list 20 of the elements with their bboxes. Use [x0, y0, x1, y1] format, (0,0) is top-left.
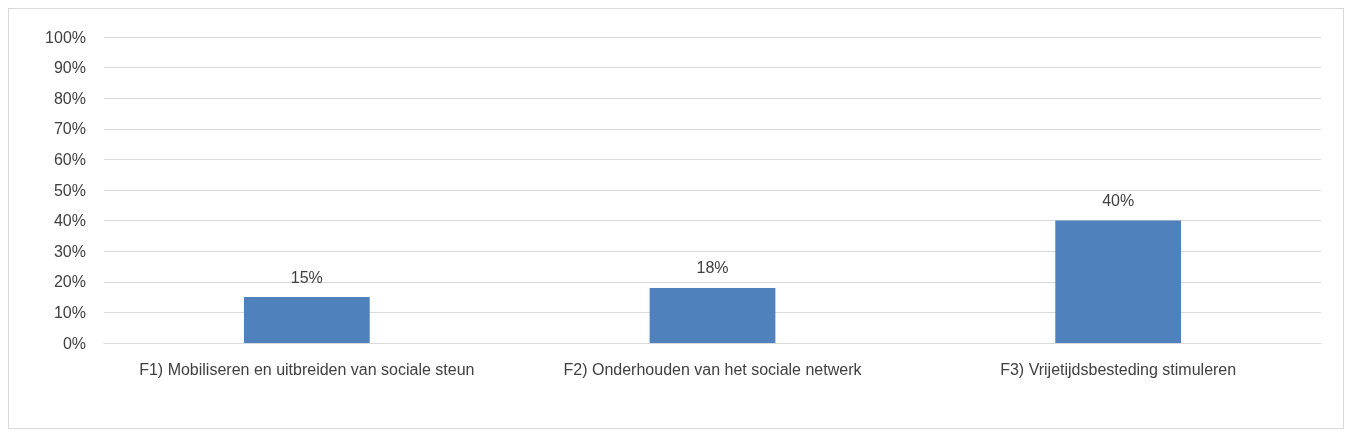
y-tick-label: 0% — [62, 334, 86, 352]
y-tick-label: 40% — [53, 212, 86, 230]
bar — [649, 287, 776, 343]
y-tick-label: 20% — [53, 273, 86, 291]
y-tick-label: 60% — [53, 150, 86, 168]
data-label: 40% — [1102, 192, 1135, 210]
x-tick-label: F3) Vrijetijdsbesteding stimuleren — [1000, 360, 1237, 378]
y-tick-label: 100% — [45, 28, 86, 46]
data-label: 18% — [696, 259, 729, 277]
x-tick-label: F2) Onderhouden van het sociale netwerk — [563, 360, 863, 378]
y-tick-label: 50% — [53, 181, 86, 199]
data-label: 15% — [290, 268, 323, 286]
y-tick-label: 90% — [53, 59, 86, 77]
x-tick-label: F1) Mobiliseren en uitbreiden van sociale steun — [139, 360, 475, 378]
y-tick-label: 70% — [53, 120, 86, 138]
y-tick-label: 10% — [53, 303, 86, 321]
bar — [243, 297, 370, 343]
y-tick-label: 30% — [53, 242, 86, 260]
bar — [1055, 220, 1182, 343]
y-tick-label: 80% — [53, 89, 86, 107]
